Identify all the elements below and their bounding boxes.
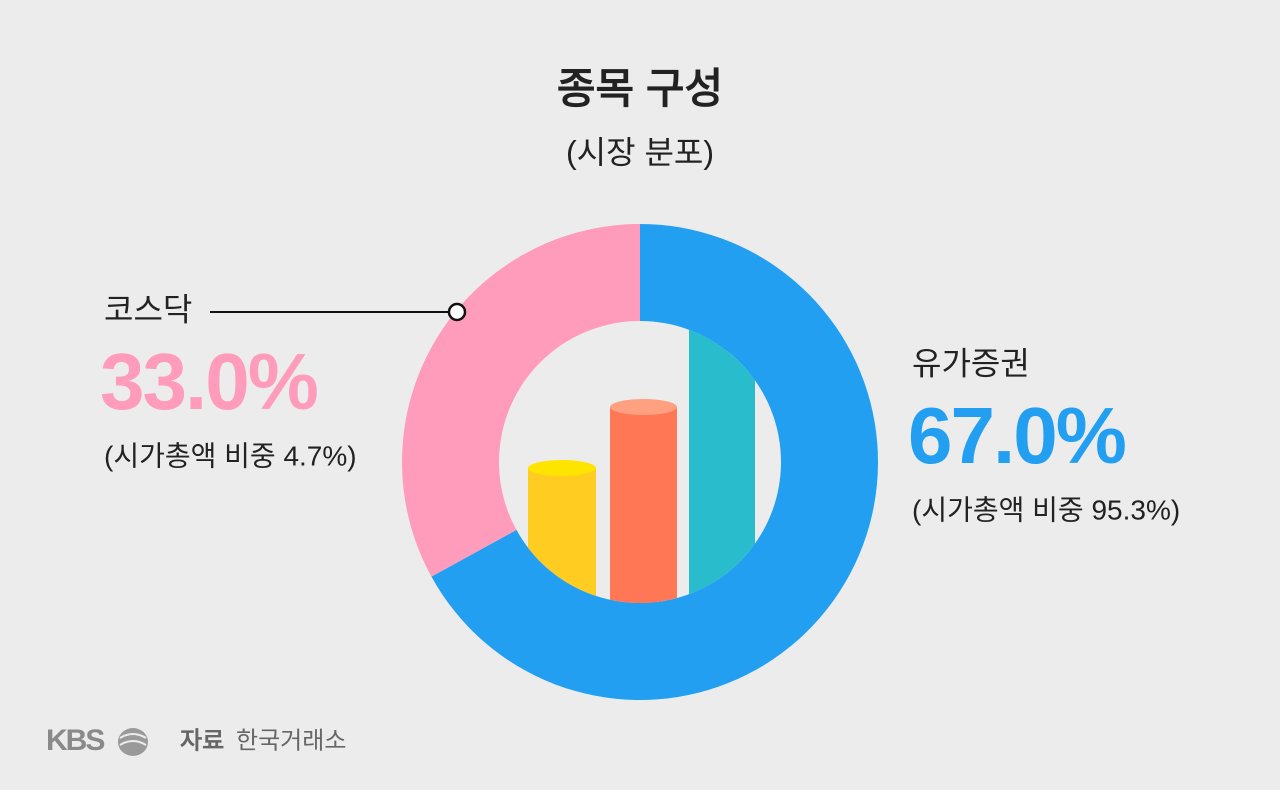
chart-subtitle: (시장 분포) <box>566 134 714 170</box>
annotation: (시가총액 비중 4.7%) <box>104 440 357 471</box>
value-label: 67.0% <box>908 391 1126 480</box>
annotation: (시가총액 비중 95.3%) <box>912 494 1180 525</box>
category-label: 유가증권 <box>912 345 1030 381</box>
labels: 유가증권 67.0% (시가총액 비중 95.3%) 코스닥 33.0% (시가총액 비중… <box>100 291 1180 525</box>
decoration <box>528 321 755 603</box>
chart-title: 종목 구성 <box>557 65 723 112</box>
logo: KBS <box>46 724 104 757</box>
source-label: 자료 <box>180 727 224 754</box>
value-label: 33.0% <box>100 337 318 426</box>
source: 한국거래소 <box>236 727 346 754</box>
donut-slice <box>431 224 878 700</box>
category-label: 코스닥 <box>104 291 192 327</box>
leader-dot <box>447 302 467 322</box>
logo-mark-lines <box>119 733 147 746</box>
